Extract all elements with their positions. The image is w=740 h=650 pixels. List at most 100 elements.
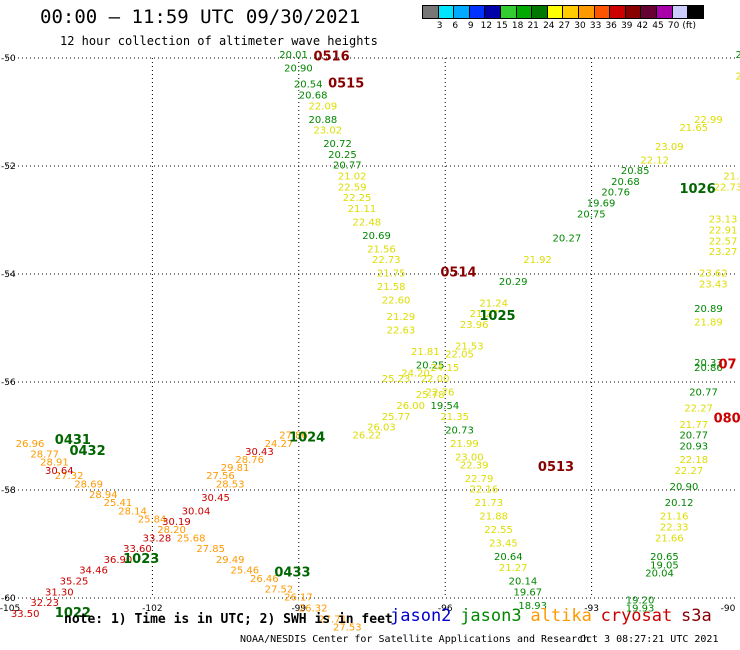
pass-time-label: 1022 <box>55 606 91 621</box>
lat-axis-label: -56 <box>1 378 16 388</box>
wave-height-label: 33.28 <box>143 533 172 544</box>
wave-height-label: 25.41 <box>104 498 133 509</box>
wave-height-label: 21.53 <box>455 342 484 353</box>
wave-height-label: 28.94 <box>89 490 118 501</box>
wave-height-label: 29.49 <box>216 555 245 566</box>
wave-height-label: 28.14 <box>118 506 147 517</box>
wave-height-label: 28.91 <box>40 458 69 469</box>
wave-height-label: 33.60 <box>123 544 152 555</box>
legend-item-jason2: jason2 <box>390 606 452 626</box>
wave-height-label: 26.32 <box>299 604 328 615</box>
wave-height-label: 22.79 <box>465 474 494 485</box>
footer-note: note: 1) Time is in UTC; 2) SWH is in fe… <box>64 612 393 627</box>
wave-height-label: 30.45 <box>201 493 230 504</box>
scale-label: 45 <box>652 21 664 31</box>
wave-height-label: 22.63 <box>387 325 416 336</box>
wave-height-label: 20.68 <box>299 91 328 102</box>
wave-height-label: 20.25 <box>328 150 357 161</box>
wave-height-label: 28.69 <box>74 479 103 490</box>
wave-height-label: 25.46 <box>230 566 259 577</box>
lat-axis-label: -50 <box>1 54 16 64</box>
pass-time-label: 0800 <box>714 412 740 427</box>
wave-height-label: 22.73 <box>372 255 401 266</box>
wave-height-label: 28.53 <box>216 479 245 490</box>
wave-height-label: 27.86 <box>279 431 308 442</box>
wave-height-label: 24.20 <box>401 369 430 380</box>
pass-time-label: 0433 <box>274 565 310 580</box>
scale-label: 6 <box>452 21 459 31</box>
wave-height-label: 23.02 <box>313 126 342 137</box>
wave-height-label: 33.50 <box>11 609 40 620</box>
wave-height-label: 27.32 <box>55 471 84 482</box>
scale-label: 15 <box>496 21 508 31</box>
lon-axis-label: -90 <box>721 604 736 614</box>
wave-height-label: 21.11 <box>348 204 377 215</box>
wave-height-label: 26.46 <box>250 574 279 585</box>
wave-height-label: 32.23 <box>30 598 59 609</box>
wave-height-label: 27.71 <box>318 614 347 625</box>
wave-height-label: 19.20 <box>626 595 655 606</box>
wave-height-label: 26.00 <box>396 401 425 412</box>
pass-time-label: 1023 <box>123 552 159 567</box>
wave-height-label: 20.88 <box>309 115 338 126</box>
wave-height-label: 21.29 <box>387 312 416 323</box>
wave-height-label: 28.20 <box>157 525 186 536</box>
wave-height-label: 21.35 <box>440 412 469 423</box>
scale-label: 39 <box>621 21 633 31</box>
wave-height-label: 20.86 <box>694 363 723 374</box>
wave-height-label: 23.62 <box>699 269 728 280</box>
wave-height-label: 22.73 <box>714 182 740 193</box>
wave-height-label: 20.12 <box>665 498 694 509</box>
wave-height-label: 20.85 <box>621 166 650 177</box>
wave-height-label: 21.92 <box>523 255 552 266</box>
wave-height-label: 23.13 <box>709 215 738 226</box>
scale-swatch <box>687 5 704 19</box>
pass-time-label: 1025 <box>479 309 515 324</box>
scale-label: (ft) <box>682 21 696 31</box>
wave-height-label: 22.18 <box>679 455 708 466</box>
scale-label: 70 <box>667 21 680 31</box>
page-subtitle: 12 hour collection of altimeter wave hei… <box>60 34 378 48</box>
wave-height-label: 22.09 <box>309 101 338 112</box>
wave-height-label: 20.72 <box>323 139 352 150</box>
scale-label: 21 <box>527 21 539 31</box>
wave-height-label: 21.88 <box>479 512 508 523</box>
wave-height-label: 20.68 <box>611 177 640 188</box>
wave-height-label: 30.19 <box>162 517 191 528</box>
wave-height-label: 23.27 <box>709 247 738 258</box>
wave-height-label: 20.33 <box>694 358 723 369</box>
wave-height-label: 22.05 <box>445 350 474 361</box>
wave-height-label: 26.22 <box>352 431 381 442</box>
wave-height-label: 20.3 <box>736 50 740 61</box>
wave-height-label: 20.01 <box>279 50 308 61</box>
legend-item-s3a: s3a <box>681 606 712 626</box>
wave-height-label: 20.27 <box>553 234 582 245</box>
wave-height-label: 25.68 <box>177 533 206 544</box>
scale-label: 9 <box>467 21 474 31</box>
wave-height-label: 22.39 <box>460 460 489 471</box>
wave-height-label: 22.99 <box>694 115 723 126</box>
wave-height-label: 21.49 <box>723 172 740 183</box>
wave-height-label: 20.04 <box>645 568 674 579</box>
pass-time-label: 0514 <box>440 266 476 281</box>
wave-height-label: 23.96 <box>460 320 489 331</box>
wave-height-label: 21.99 <box>450 439 479 450</box>
wave-height-label: 22.91 <box>709 226 738 237</box>
lat-axis-label: -60 <box>1 594 16 604</box>
lon-axis-label: -99 <box>291 604 306 614</box>
wave-height-label: 21.02 <box>338 172 367 183</box>
scale-label: 18 <box>511 21 524 31</box>
scale-label: 33 <box>589 21 602 31</box>
scale-label: 30 <box>574 21 586 31</box>
wave-height-label: 27.52 <box>265 585 294 596</box>
scale-label: 42 <box>636 21 649 31</box>
pass-time-label: 0513 <box>538 460 574 475</box>
wave-height-label: 22.59 <box>338 182 367 193</box>
wave-height-label: 25.77 <box>382 412 411 423</box>
scale-label: 3 <box>436 21 443 31</box>
wave-height-label: 22.00 <box>421 374 450 385</box>
wave-height-label: 35.25 <box>60 577 89 588</box>
legend-item-jason3: jason3 <box>460 606 522 626</box>
wave-height-label: 23.09 <box>655 142 684 153</box>
